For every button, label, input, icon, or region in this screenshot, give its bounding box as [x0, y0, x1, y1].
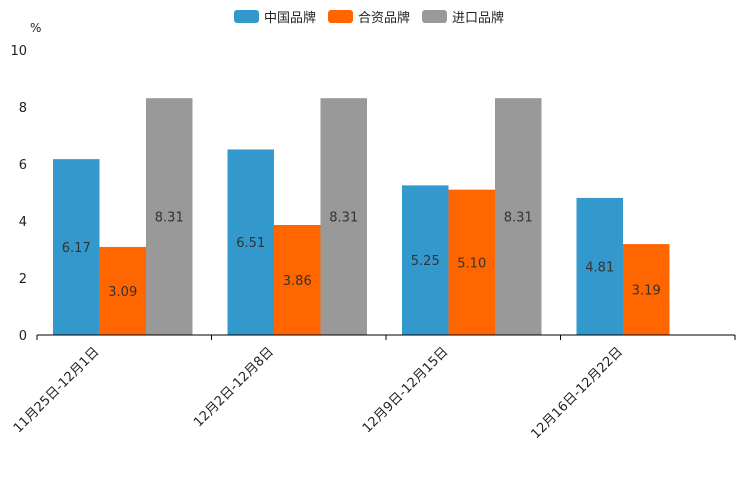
data-label-china-brand: 4.81 — [585, 260, 614, 275]
legend-swatch-joint-venture-brand — [328, 10, 354, 23]
y-tick-label: 6 — [19, 158, 27, 173]
x-category-label: 11月25日-12月1日 — [11, 345, 103, 437]
data-label-joint-venture-brand: 3.86 — [283, 274, 312, 289]
bar-imported-brand — [146, 98, 193, 335]
bar-china-brand — [402, 185, 449, 335]
x-category-label: 12月16日-12月22日 — [528, 345, 625, 442]
legend-item-joint-venture-brand[interactable]: 合资品牌 — [328, 7, 410, 26]
data-label-imported-brand: 8.31 — [155, 211, 184, 226]
bar-imported-brand — [320, 98, 367, 335]
legend-swatch-imported-brand — [422, 10, 448, 23]
y-tick-label: 2 — [19, 272, 27, 287]
legend: 中国品牌 合资品牌 进口品牌 — [234, 7, 504, 26]
bar-joint-venture-brand — [274, 224, 321, 335]
data-label-imported-brand: 8.31 — [329, 211, 358, 226]
y-tick-label: 8 — [19, 101, 27, 116]
bar-china-brand — [576, 197, 623, 335]
data-label-joint-venture-brand: 5.10 — [457, 256, 486, 271]
bar-china-brand — [53, 159, 100, 335]
data-label-joint-venture-brand: 3.09 — [108, 285, 137, 300]
legend-item-china-brand[interactable]: 中国品牌 — [234, 7, 316, 26]
legend-item-imported-brand[interactable]: 进口品牌 — [422, 7, 504, 26]
data-label-imported-brand: 8.31 — [504, 211, 533, 226]
legend-label-joint-venture-brand: 合资品牌 — [358, 11, 411, 26]
y-tick-label: 4 — [19, 215, 27, 230]
bar-china-brand — [227, 149, 274, 335]
data-label-china-brand: 5.25 — [411, 254, 440, 269]
data-label-china-brand: 6.17 — [62, 241, 91, 256]
y-tick-label: 10 — [10, 44, 27, 59]
bar-joint-venture-brand — [623, 244, 670, 335]
x-category-label: 12月2日-12月8日 — [191, 345, 277, 431]
legend-label-china-brand: 中国品牌 — [264, 11, 317, 26]
legend-label-imported-brand: 进口品牌 — [452, 11, 505, 26]
bar-joint-venture-brand — [99, 246, 146, 335]
bar-joint-venture-brand — [448, 189, 495, 335]
y-tick-label: 0 — [19, 329, 27, 344]
bar-imported-brand — [495, 98, 542, 335]
legend-swatch-china-brand — [234, 10, 259, 23]
y-axis-unit-label: % — [30, 21, 42, 35]
x-category-label: 12月9日-12月15日 — [360, 345, 452, 437]
data-label-joint-venture-brand: 3.19 — [632, 284, 661, 299]
data-label-china-brand: 6.51 — [236, 236, 265, 251]
